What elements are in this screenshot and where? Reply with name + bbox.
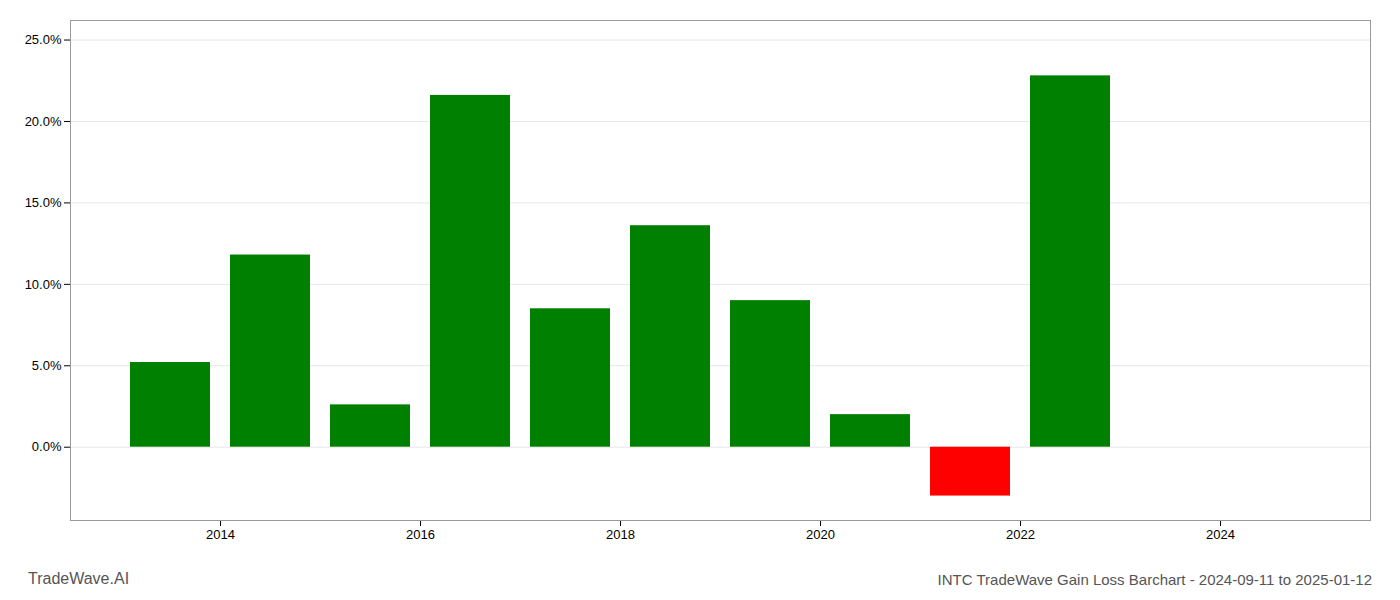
svg-text:2014: 2014 [206,527,235,542]
svg-text:2018: 2018 [606,527,635,542]
svg-text:25.0%: 25.0% [25,32,62,47]
svg-text:0.0%: 0.0% [32,439,62,454]
html-text:TradeWave.AI: TradeWave.AI [28,570,130,587]
svg-text:2024: 2024 [1206,527,1235,542]
svg-text:2020: 2020 [806,527,835,542]
html-text:INTC TradeWave Gain Loss Barch: INTC TradeWave Gain Loss Barchart - 2024… [937,571,1372,588]
svg-text:20.0%: 20.0% [25,114,62,129]
svg-text:2022: 2022 [1006,527,1035,542]
svg-text:15.0%: 15.0% [25,195,62,210]
svg-text:5.0%: 5.0% [32,358,62,373]
svg-text:2016: 2016 [406,527,435,542]
svg-text:10.0%: 10.0% [25,277,62,292]
